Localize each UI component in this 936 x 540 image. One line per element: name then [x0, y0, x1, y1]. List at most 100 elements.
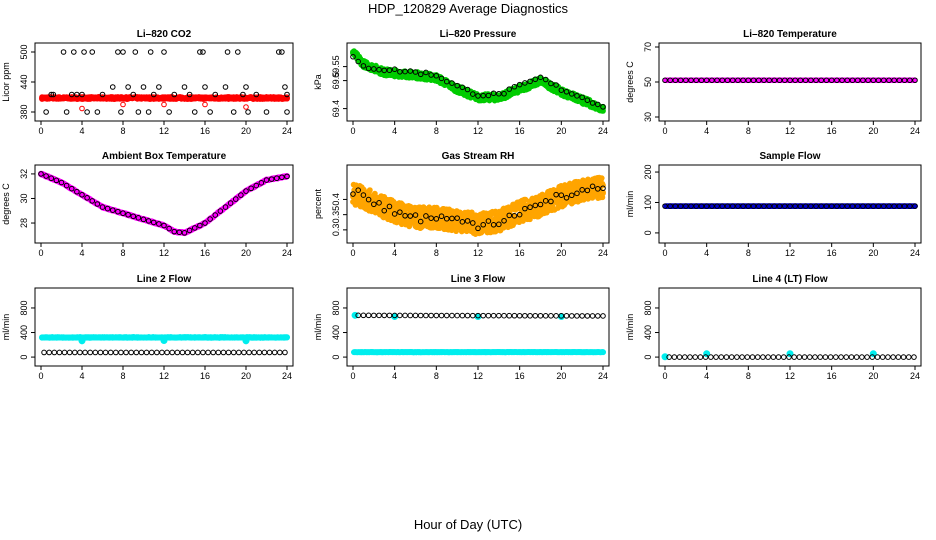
data-point: [63, 109, 70, 115]
x-tick-label: 24: [910, 248, 920, 258]
x-tick-label: 8: [120, 126, 125, 136]
y-tick-label: 50: [643, 77, 653, 87]
data-point: [43, 109, 49, 115]
x-tick-label: 12: [159, 126, 169, 136]
x-tick-label: 0: [662, 126, 667, 136]
data-point: [169, 349, 175, 356]
data-point: [195, 349, 201, 356]
data-point: [147, 49, 154, 55]
data-point: [598, 175, 605, 182]
data-point: [161, 101, 167, 108]
x-tick-label: 12: [473, 126, 483, 136]
page-title: HDP_120829 Average Diagnostics: [368, 1, 568, 16]
x-tick-label: 4: [79, 126, 84, 136]
data-point: [46, 349, 53, 356]
y-tick-label: 200: [643, 165, 653, 180]
x-tick-label: 12: [473, 248, 483, 258]
series-high: [79, 101, 249, 112]
data-point: [224, 49, 231, 55]
x-tick-label: 24: [598, 248, 608, 258]
data-point: [97, 349, 104, 356]
data-point: [138, 349, 145, 356]
x-tick-label: 20: [556, 248, 566, 258]
y-tick-label: 32: [19, 169, 29, 179]
data-point: [145, 109, 152, 115]
data-point: [181, 84, 188, 90]
data-point: [215, 349, 222, 356]
data-point: [87, 349, 93, 356]
x-tick-label: 8: [120, 248, 125, 258]
data-point: [133, 349, 140, 356]
data-point: [160, 337, 168, 345]
data-point: [200, 49, 206, 55]
data-point: [77, 349, 83, 356]
data-point: [71, 49, 77, 55]
data-point: [189, 349, 196, 356]
data-point: [230, 109, 237, 115]
data-point: [279, 49, 285, 55]
series-avg: [41, 349, 288, 356]
x-tick-label: 16: [200, 126, 210, 136]
data-point: [243, 104, 249, 110]
data-point: [241, 349, 247, 356]
plot-frame: [34, 164, 294, 244]
data-point: [284, 334, 290, 341]
y-tick-label: 500: [19, 44, 29, 59]
x-tick-label: 8: [746, 126, 751, 136]
data-point: [120, 49, 126, 55]
x-tick-label: 0: [350, 126, 355, 136]
x-tick-label: 12: [785, 126, 795, 136]
x-tick-label: 24: [910, 126, 920, 136]
data-point: [159, 349, 165, 356]
data-point: [245, 109, 251, 115]
x-tick-label: 12: [785, 248, 795, 258]
series-raw: [350, 48, 606, 114]
x-tick-label: 4: [392, 248, 397, 258]
data-point: [242, 337, 250, 345]
y-axis-label: kPa: [313, 74, 323, 90]
data-point: [154, 349, 160, 356]
data-point: [79, 105, 85, 112]
data-point: [179, 349, 186, 356]
y-tick-label: 30: [19, 193, 29, 203]
data-point: [72, 349, 78, 356]
data-point: [120, 101, 126, 108]
x-tick-label: 8: [746, 248, 751, 258]
data-point: [184, 349, 191, 356]
x-tick-label: 24: [598, 126, 608, 136]
data-point: [225, 349, 232, 356]
data-point: [161, 49, 167, 55]
series-avg: [39, 94, 290, 102]
data-point: [366, 187, 373, 194]
data-point: [123, 349, 129, 356]
data-point: [94, 109, 101, 115]
y-tick-label: 0.35: [331, 206, 341, 224]
x-tick-label: 0: [662, 248, 667, 258]
data-point: [128, 349, 134, 356]
data-point: [156, 84, 162, 90]
data-point: [78, 337, 86, 345]
data-point: [118, 349, 124, 356]
data-point: [207, 109, 213, 115]
data-point: [84, 109, 90, 115]
data-point: [89, 49, 96, 55]
data-point: [51, 349, 58, 356]
series-raw: [350, 174, 606, 237]
data-point: [107, 349, 114, 356]
x-tick-label: 16: [827, 126, 837, 136]
x-tick-label: 16: [515, 126, 525, 136]
data-point: [41, 349, 47, 356]
x-tick-label: 20: [241, 126, 251, 136]
data-point: [164, 349, 170, 356]
x-tick-label: 12: [159, 248, 169, 258]
chart-title: Gas Stream RH: [442, 151, 515, 162]
data-point: [282, 84, 288, 90]
plot-frame: [346, 42, 610, 122]
data-point: [125, 84, 131, 90]
data-point: [166, 109, 172, 115]
data-point: [235, 49, 241, 55]
